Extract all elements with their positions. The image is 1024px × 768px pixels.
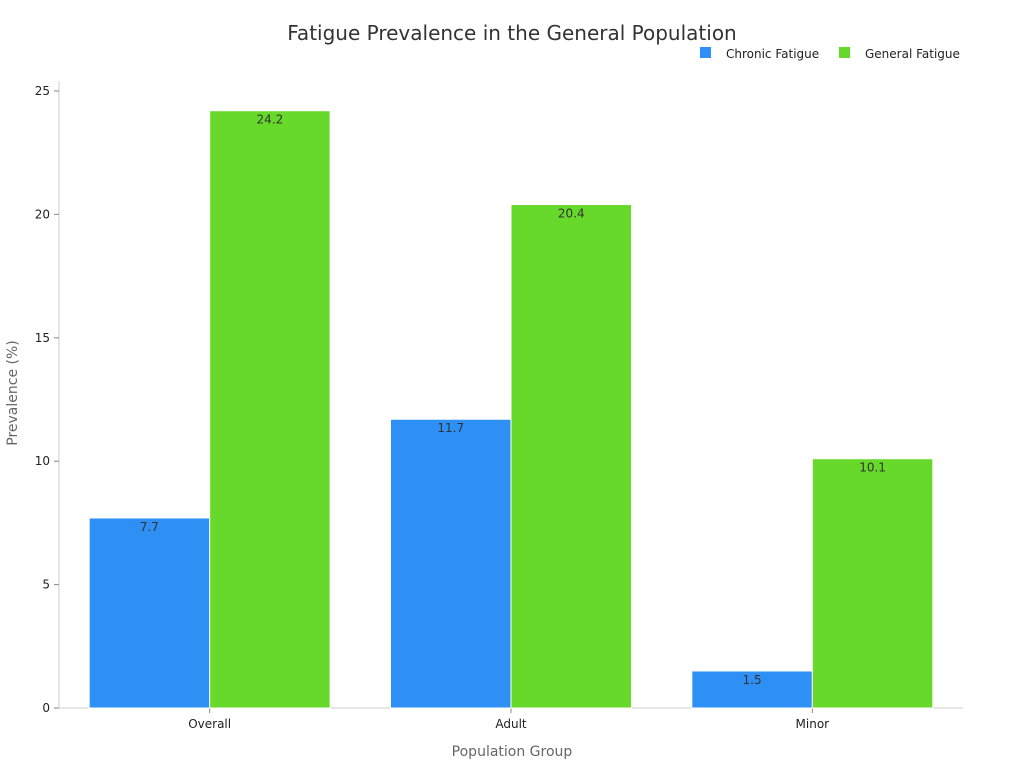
- legend-label: Chronic Fatigue: [726, 47, 819, 61]
- bars: 7.7 24.2 11.7 20.4 1.5 10.1: [88, 110, 934, 709]
- x-axis: Overall Adult Minor: [59, 707, 963, 731]
- legend-swatch: [839, 47, 850, 58]
- y-axis: 0 5 10 15 20 25: [35, 81, 60, 715]
- y-tick-label: 5: [42, 578, 50, 592]
- data-label: 7.7: [140, 520, 159, 534]
- bar: [88, 517, 211, 709]
- x-tick-label: Adult: [495, 717, 527, 731]
- bar: [811, 458, 934, 709]
- chart-title: Fatigue Prevalence in the General Popula…: [287, 21, 736, 45]
- y-tick-label: 20: [35, 207, 50, 221]
- data-label: 11.7: [437, 421, 464, 435]
- x-tick-label: Minor: [796, 717, 830, 731]
- y-tick-label: 0: [42, 701, 50, 715]
- y-tick-label: 15: [35, 331, 50, 345]
- data-label: 20.4: [558, 207, 585, 221]
- bar: [691, 670, 813, 709]
- x-axis-label: Population Group: [452, 744, 573, 760]
- data-label: 10.1: [859, 461, 886, 475]
- bar: [209, 110, 331, 709]
- data-label: 24.2: [257, 113, 284, 127]
- y-axis-label: Prevalence (%): [5, 340, 21, 446]
- x-tick-label: Overall: [188, 717, 231, 731]
- legend: Chronic Fatigue General Fatigue: [700, 47, 960, 61]
- y-tick-label: 10: [35, 454, 50, 468]
- bar: [510, 204, 632, 709]
- bar: [390, 418, 512, 709]
- legend-label: General Fatigue: [865, 47, 960, 61]
- y-tick-label: 25: [35, 84, 50, 98]
- legend-swatch: [700, 47, 711, 58]
- data-label: 1.5: [743, 673, 762, 687]
